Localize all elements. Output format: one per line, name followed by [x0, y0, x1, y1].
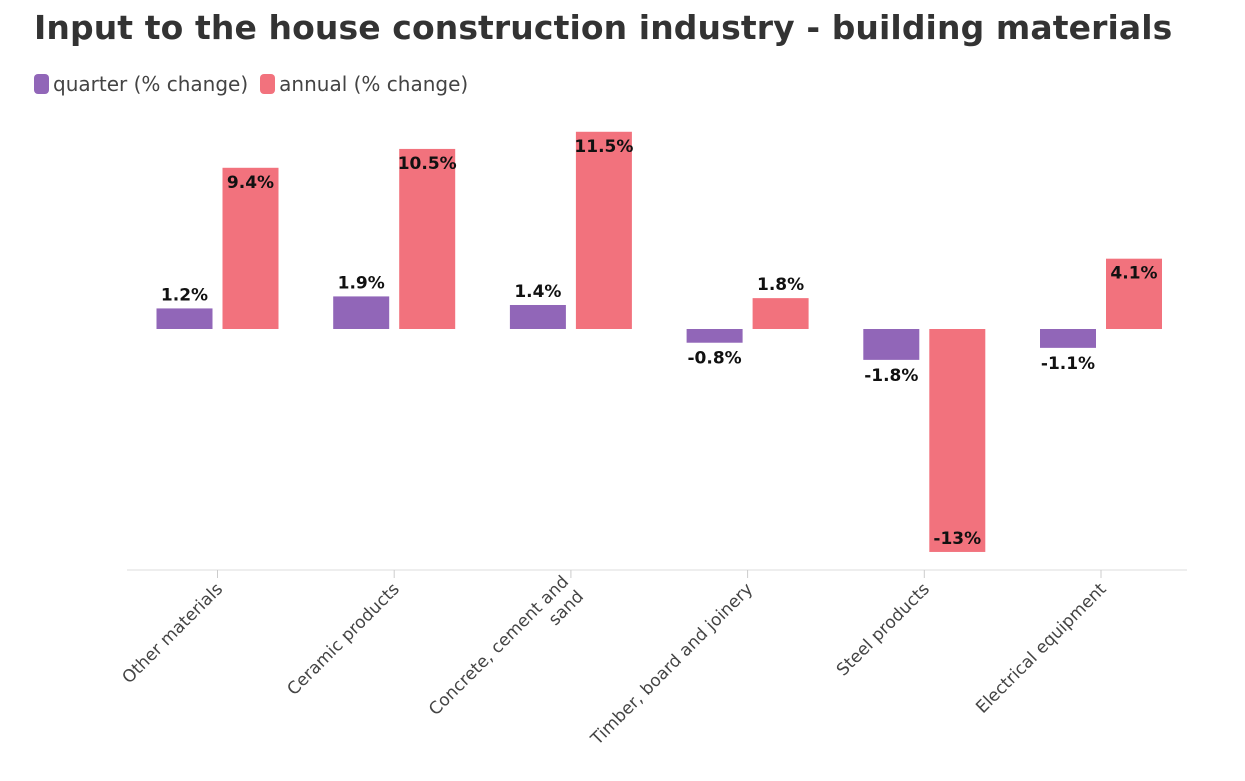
data-label-annual-steel-products: -13%: [933, 529, 981, 549]
legend-item-annual: annual (% change): [260, 72, 468, 96]
chart-title: Input to the house construction industry…: [34, 8, 1173, 47]
x-tick-label-steel-products: Steel products: [833, 579, 934, 680]
data-label-quarter-ceramic-products: 1.9%: [338, 273, 385, 293]
bar-annual-other-materials: [222, 167, 279, 329]
data-label-quarter-electrical-equipment: -1.1%: [1041, 354, 1095, 374]
bar-annual-electrical-equipment: [1106, 258, 1162, 329]
bar-annual-concrete-cement-and-sand: [575, 131, 632, 329]
legend-swatch-annual: [260, 74, 276, 94]
bar-quarter-other-materials: [156, 308, 213, 329]
bar-annual-steel-products: [929, 329, 986, 552]
x-tick-label-timber-board-and-joinery: Timber, board and joinery: [587, 579, 758, 750]
x-tick-label-other-materials: Other materials: [118, 579, 227, 688]
bar-quarter-ceramic-products: [333, 296, 390, 329]
data-label-annual-timber-board-and-joinery: 1.8%: [757, 275, 804, 295]
data-label-annual-concrete-cement-and-sand: 11.5%: [574, 137, 633, 157]
data-label-quarter-other-materials: 1.2%: [161, 285, 208, 305]
bar-quarter-electrical-equipment: [1040, 329, 1096, 348]
legend-label-quarter: quarter (% change): [53, 72, 249, 96]
data-label-annual-other-materials: 9.4%: [227, 173, 274, 193]
data-label-quarter-steel-products: -1.8%: [864, 366, 918, 386]
data-label-quarter-concrete-cement-and-sand: 1.4%: [514, 282, 561, 302]
data-label-annual-ceramic-products: 10.5%: [398, 154, 457, 174]
x-tick-label-ceramic-products: Ceramic products: [284, 579, 404, 699]
bar-quarter-concrete-cement-and-sand: [509, 304, 566, 329]
bar-annual-timber-board-and-joinery: [752, 298, 809, 329]
legend-label-annual: annual (% change): [279, 72, 469, 96]
bar-quarter-timber-board-and-joinery: [686, 329, 743, 343]
x-tick-label-concrete-cement-and-sand: Concrete, cement andsand: [425, 572, 588, 735]
legend: quarter (% change) annual (% change): [34, 72, 480, 96]
bar-annual-ceramic-products: [399, 148, 456, 329]
legend-swatch-quarter: [34, 74, 49, 94]
data-label-quarter-timber-board-and-joinery: -0.8%: [687, 349, 741, 369]
legend-item-quarter: quarter (% change): [34, 72, 248, 96]
data-label-annual-electrical-equipment: 4.1%: [1110, 264, 1157, 284]
x-tick-label-electrical-equipment: Electrical equipment: [972, 579, 1111, 718]
bar-quarter-steel-products: [863, 329, 920, 360]
